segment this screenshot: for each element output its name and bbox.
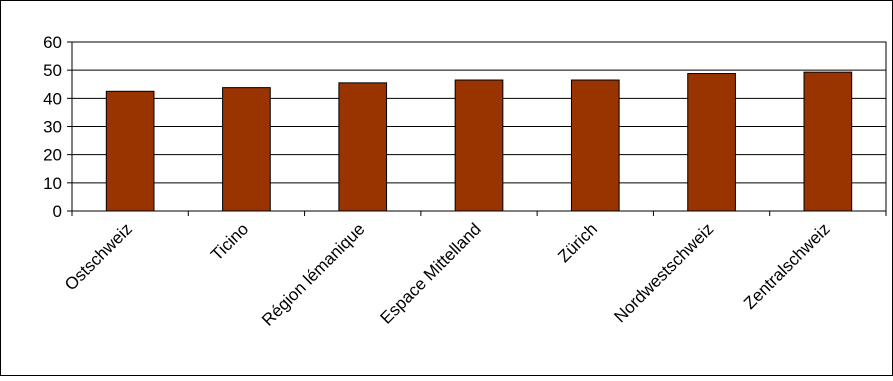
bar bbox=[454, 79, 504, 212]
y-tick-label: 40 bbox=[43, 89, 62, 108]
bar bbox=[222, 87, 271, 212]
bar bbox=[338, 82, 388, 212]
y-axis: 0 10 20 30 40 50 60 bbox=[43, 33, 72, 221]
bar bbox=[687, 73, 736, 212]
y-tick-label: 60 bbox=[43, 33, 62, 52]
bar bbox=[105, 90, 155, 212]
y-tick-label: 50 bbox=[43, 61, 62, 80]
bar bbox=[570, 79, 620, 212]
y-tick-label: 10 bbox=[43, 174, 62, 193]
y-tick-label: 0 bbox=[53, 202, 62, 221]
y-tick-label: 30 bbox=[43, 118, 62, 137]
y-tick-label: 20 bbox=[43, 146, 62, 165]
bar bbox=[803, 71, 853, 212]
bars bbox=[105, 71, 853, 212]
